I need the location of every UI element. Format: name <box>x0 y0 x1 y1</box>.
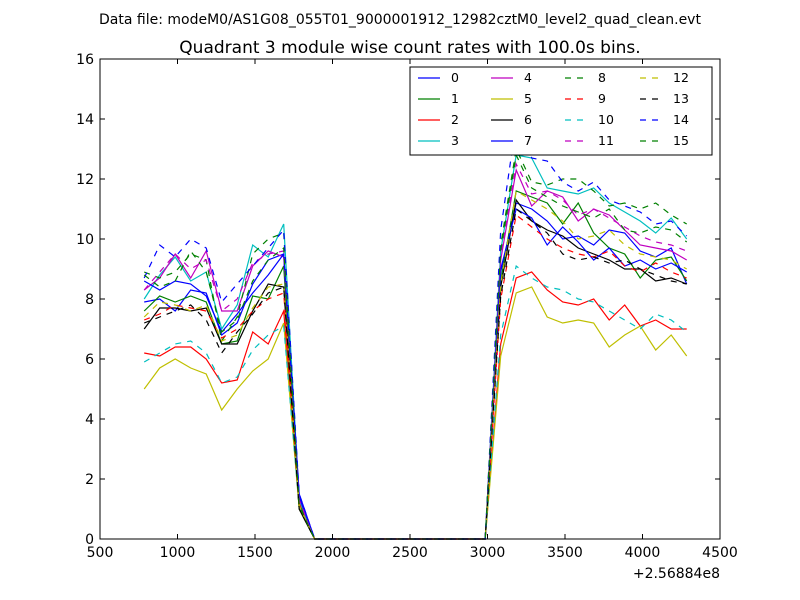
legend-label-8: 8 <box>598 70 606 85</box>
file-title: Data file: modeM0/AS1G08_055T01_90000019… <box>99 12 701 28</box>
chart-title: Quadrant 3 module wise count rates with … <box>179 38 640 58</box>
y-tick-label: 16 <box>76 52 94 68</box>
y-tick-label: 4 <box>85 412 94 428</box>
legend-label-1: 1 <box>451 91 459 106</box>
x-tick-label: 2500 <box>392 545 428 561</box>
y-tick-label: 0 <box>85 532 94 548</box>
x-tick-label: 4500 <box>702 545 738 561</box>
legend-label-2: 2 <box>451 112 459 127</box>
y-tick-label: 8 <box>85 292 94 308</box>
legend-label-0: 0 <box>451 70 459 85</box>
legend-label-3: 3 <box>451 133 459 148</box>
ticks-layer: 500 1000 1500 2000 2500 3000 3500 4000 4500 0 2 4 6 8… <box>76 52 738 561</box>
legend-label-4: 4 <box>524 70 532 85</box>
y-tick-label: 2 <box>85 472 94 488</box>
legend-label-5: 5 <box>524 91 532 106</box>
legend-label-11: 11 <box>598 133 614 148</box>
series-line-12 <box>143 190 688 540</box>
x-offset-label: +2.56884e8 <box>633 566 720 582</box>
y-tick-label: 6 <box>85 352 94 368</box>
legend-label-13: 13 <box>673 91 689 106</box>
legend-box <box>409 66 713 156</box>
x-tick-label: 3000 <box>470 545 506 561</box>
legend-label-15: 15 <box>673 133 689 148</box>
legend-label-14: 14 <box>673 112 689 127</box>
y-tick-label: 14 <box>76 112 94 128</box>
y-tick-label: 12 <box>76 172 94 188</box>
x-tick-label: 4000 <box>625 545 661 561</box>
x-tick-label: 1000 <box>160 545 196 561</box>
x-tick-label: 3500 <box>547 545 583 561</box>
legend-label-9: 9 <box>598 91 606 106</box>
x-tick-label: 2000 <box>315 545 351 561</box>
x-tick-label: 500 <box>87 545 114 561</box>
legend-label-6: 6 <box>524 112 532 127</box>
legend-label-10: 10 <box>598 112 614 127</box>
y-tick-label: 10 <box>76 232 94 248</box>
series-line-9 <box>143 213 687 540</box>
x-tick-label: 1500 <box>237 545 273 561</box>
legend-label-12: 12 <box>673 70 689 85</box>
legend-label-7: 7 <box>524 133 532 148</box>
